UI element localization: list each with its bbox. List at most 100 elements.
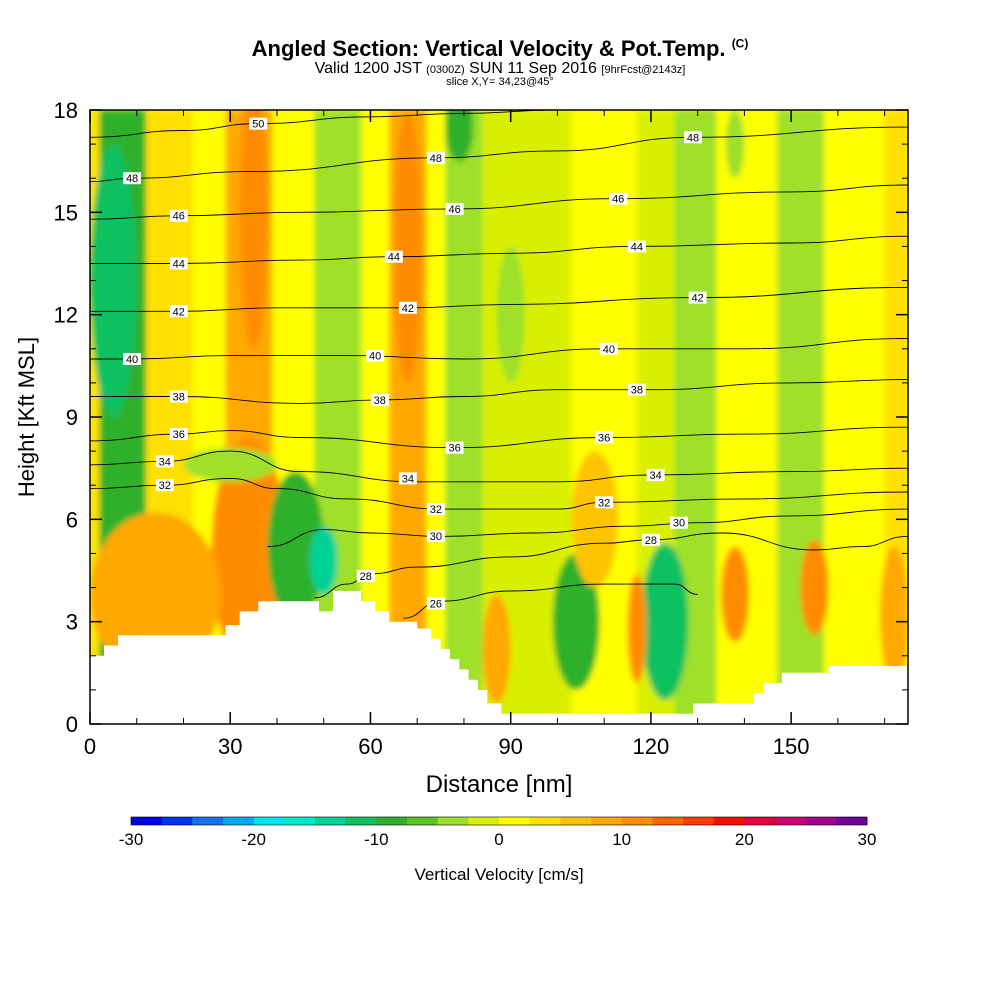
y-tick-label: 3 — [66, 610, 78, 635]
colorbar: -30 -20 -10 0 10 20 30 Vertical Velocity [cm/s] — [119, 816, 877, 884]
isotherm-label-text: 38 — [374, 395, 386, 407]
isotherm-label-bg — [426, 530, 445, 543]
colorbar-swatch — [223, 817, 255, 825]
y-tick-label: 9 — [66, 405, 78, 430]
velocity-column — [823, 110, 885, 724]
velocity-column — [426, 110, 446, 724]
colorbar-swatch — [560, 817, 592, 825]
velocity-cell — [879, 546, 908, 684]
x-tick-label: 120 — [633, 734, 670, 759]
chart-title: Angled Section: Vertical Velocity & Pot.… — [0, 36, 1000, 62]
valid-time: Valid 1200 JST — [314, 60, 422, 77]
isotherm-label: 44 — [384, 250, 403, 264]
velocity-cell — [393, 110, 422, 383]
isotherm-label-text: 44 — [173, 259, 185, 271]
colorbar-swatch — [683, 817, 715, 825]
colorbar-swatch — [345, 817, 377, 825]
isotherm-label-bg — [169, 257, 188, 270]
isotherm-label: 36 — [169, 428, 188, 441]
isotherm-label-bg — [609, 192, 628, 205]
isotherm-label-bg — [370, 393, 389, 406]
isotherm-label-bg — [595, 431, 614, 444]
isotherm-label: 32 — [595, 496, 614, 509]
isotherm-label-bg — [641, 533, 660, 546]
colorbar-tick-label: 30 — [858, 830, 877, 849]
isotherm-line — [90, 184, 908, 220]
isotherm-line — [267, 508, 908, 548]
isotherm-label: 34 — [155, 455, 174, 468]
isotherm-label-bg — [155, 479, 174, 492]
velocity-cell — [721, 546, 750, 643]
isotherm-label-text: 28 — [360, 571, 372, 583]
x-tick-label: 30 — [218, 734, 242, 759]
isotherm-label: 36 — [445, 441, 464, 455]
x-tick-label: 0 — [84, 734, 96, 759]
title-unit: (C) — [731, 36, 749, 51]
velocity-cell — [239, 110, 268, 349]
isotherm-label-bg — [595, 496, 614, 509]
colorbar-swatch — [744, 817, 776, 825]
isotherm-label: 48 — [123, 172, 142, 185]
valid-date: SUN 11 Sep 2016 — [469, 60, 597, 77]
y-tick-label: 18 — [54, 98, 78, 123]
isotherm-label-text: 40 — [369, 351, 381, 363]
isotherm-label: 48 — [683, 131, 702, 144]
isotherm-label: 38 — [627, 383, 646, 397]
velocity-cell — [627, 573, 647, 684]
isotherm-line — [90, 286, 908, 312]
colorbar-swatch — [192, 817, 224, 825]
isotherm-label-text: 34 — [402, 473, 414, 485]
isotherm-label: 28 — [356, 569, 375, 583]
isotherm-label-bg — [249, 117, 268, 130]
isotherm-line — [90, 126, 908, 183]
x-tick-label: 60 — [358, 734, 382, 759]
isotherm-label-bg — [445, 441, 464, 454]
isotherm-label-bg — [627, 240, 646, 253]
isotherm-label-text: 42 — [692, 293, 704, 305]
colorbar-swatch — [529, 817, 561, 825]
isotherm-label-bg — [646, 468, 665, 481]
isotherm-label: 30 — [669, 516, 688, 530]
isotherm-label: 40 — [366, 349, 385, 363]
isotherm-label-text: 46 — [173, 211, 185, 223]
forecast-info: [9hrFcst@2143z] — [601, 64, 686, 76]
valid-utc: (0300Z) — [426, 64, 465, 76]
isotherm-label-text: 48 — [687, 132, 699, 144]
velocity-cell — [571, 451, 619, 588]
isotherm-label-text: 30 — [673, 518, 685, 530]
colorbar-swatch — [621, 817, 653, 825]
colorbar-swatch — [253, 817, 285, 825]
isotherm-label-text: 32 — [159, 480, 171, 492]
isotherm-label-bg — [627, 383, 646, 396]
isotherm-label: 32 — [155, 479, 174, 492]
x-tick-label: 90 — [498, 734, 522, 759]
velocity-cell — [482, 594, 511, 704]
isotherm-label-bg — [426, 151, 445, 164]
isotherm-label: 46 — [609, 192, 628, 206]
isotherm-label-bg — [683, 131, 702, 144]
colorbar-tick-label: -30 — [119, 830, 144, 849]
colorbar-swatch — [437, 817, 469, 825]
y-tick-label: 12 — [54, 303, 78, 328]
isotherm-label-bg — [155, 455, 174, 468]
isotherm-label-text: 40 — [603, 344, 615, 356]
isotherm-label-bg — [384, 250, 403, 263]
terrain — [90, 591, 908, 724]
isotherm-label-bg — [169, 428, 188, 441]
y-tick-label: 15 — [54, 200, 78, 225]
velocity-cell — [496, 246, 525, 383]
isotherm-label: 38 — [370, 393, 389, 407]
colorbar-swatch — [591, 817, 623, 825]
colorbar-swatch — [131, 817, 163, 825]
isotherm-label: 46 — [169, 209, 188, 223]
isotherm-label-bg — [426, 597, 445, 610]
colorbar-tick-label: 10 — [612, 830, 631, 849]
x-tick-label: 150 — [773, 734, 810, 759]
velocity-cell — [309, 526, 338, 595]
isotherm-label-bg — [426, 503, 445, 516]
isotherm-layer: 26 28 30 32 34 36 38 40 42 44 46 48 50 46 46 48 48 44 44 42… — [90, 110, 908, 619]
isotherm-label-bg — [445, 202, 464, 215]
colorbar-swatch — [713, 817, 745, 825]
terrain-layer — [90, 591, 908, 724]
